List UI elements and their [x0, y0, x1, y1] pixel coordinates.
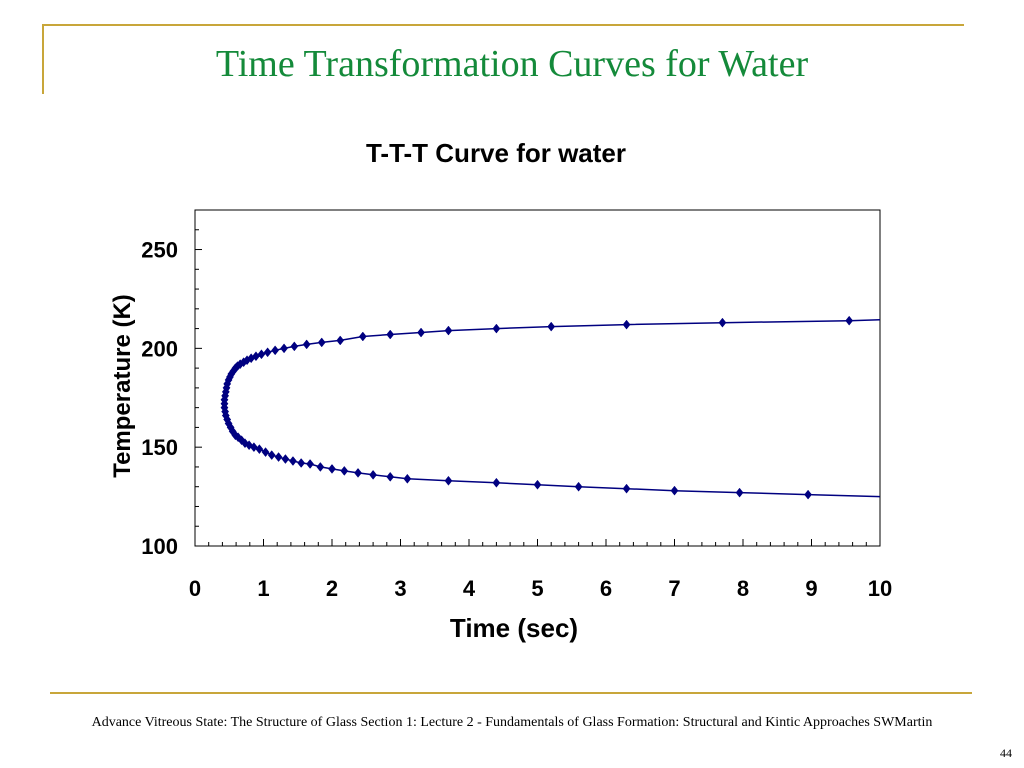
- x-tick-label: 5: [531, 576, 543, 601]
- data-point: [281, 454, 290, 464]
- data-point: [718, 317, 727, 328]
- title-frame-top-rule: [42, 24, 964, 26]
- data-point: [290, 341, 299, 352]
- data-point: [403, 473, 412, 484]
- data-point: [336, 335, 345, 346]
- data-point: [274, 452, 283, 462]
- series-markers: [220, 315, 854, 500]
- page-number: 44: [1000, 746, 1012, 760]
- x-tick-label: 0: [189, 576, 201, 601]
- data-point: [263, 347, 272, 358]
- data-point: [670, 485, 679, 496]
- x-tick-label: 4: [463, 576, 476, 601]
- data-point: [417, 327, 425, 338]
- x-axis-label: Time (sec): [450, 613, 578, 643]
- data-point: [289, 456, 297, 466]
- data-point: [261, 447, 270, 458]
- data-point: [257, 349, 266, 360]
- x-tick-label: 9: [805, 576, 817, 601]
- data-point: [328, 464, 336, 474]
- x-tick-label: 2: [326, 576, 338, 601]
- data-point: [317, 337, 326, 348]
- series-line-1: [223, 318, 881, 404]
- data-point: [354, 467, 362, 478]
- data-point: [547, 321, 556, 332]
- title-frame-left-rule: [42, 24, 44, 94]
- ttt-chart: T-T-T Curve for water 0 1 2 3 4 5 6 7 8 9 10 100 15…: [109, 138, 892, 643]
- y-axis-label: Temperature (K): [109, 294, 136, 478]
- data-point: [804, 489, 812, 500]
- data-point: [735, 487, 744, 498]
- y-tick-label: 200: [141, 336, 178, 361]
- plot-area-frame: [194, 209, 881, 547]
- y-tick-label: 150: [141, 435, 178, 460]
- series-lines: [223, 318, 881, 498]
- data-point: [574, 481, 583, 492]
- slide-title: Time Transformation Curves for Water: [215, 43, 809, 85]
- y-axis: 100 150 200 250: [141, 209, 202, 559]
- data-point: [306, 459, 315, 469]
- x-axis: 0 1 2 3 4 5 6 7 8 9 10: [189, 539, 892, 601]
- data-point: [255, 444, 264, 455]
- x-tick-label: 3: [394, 576, 406, 601]
- data-point: [622, 483, 631, 494]
- data-point: [386, 471, 395, 482]
- x-tick-label: 7: [668, 576, 680, 601]
- y-tick-label: 100: [141, 534, 178, 559]
- data-point: [369, 469, 378, 480]
- data-point: [386, 329, 395, 340]
- data-point: [444, 475, 453, 486]
- data-point: [492, 477, 501, 488]
- data-point: [444, 325, 453, 336]
- data-point: [271, 345, 280, 356]
- x-tick-label: 8: [737, 576, 749, 601]
- data-point: [845, 315, 854, 326]
- x-tick-label: 10: [868, 576, 892, 601]
- data-point: [533, 479, 542, 490]
- data-point: [267, 450, 276, 460]
- data-point: [622, 319, 631, 330]
- footer-text: Advance Vitreous State: The Structure of…: [91, 715, 933, 730]
- footer-rule: [50, 692, 972, 694]
- chart-title: T-T-T Curve for water: [366, 138, 626, 168]
- x-tick-label: 6: [600, 576, 612, 601]
- data-point: [302, 339, 311, 350]
- data-point: [316, 462, 325, 472]
- data-point: [297, 458, 306, 468]
- y-tick-label: 250: [141, 238, 178, 263]
- data-point: [358, 331, 367, 342]
- series-line-2: [223, 407, 881, 498]
- data-point: [340, 465, 349, 476]
- data-point: [280, 343, 288, 354]
- data-point: [492, 323, 501, 334]
- x-tick-label: 1: [257, 576, 269, 601]
